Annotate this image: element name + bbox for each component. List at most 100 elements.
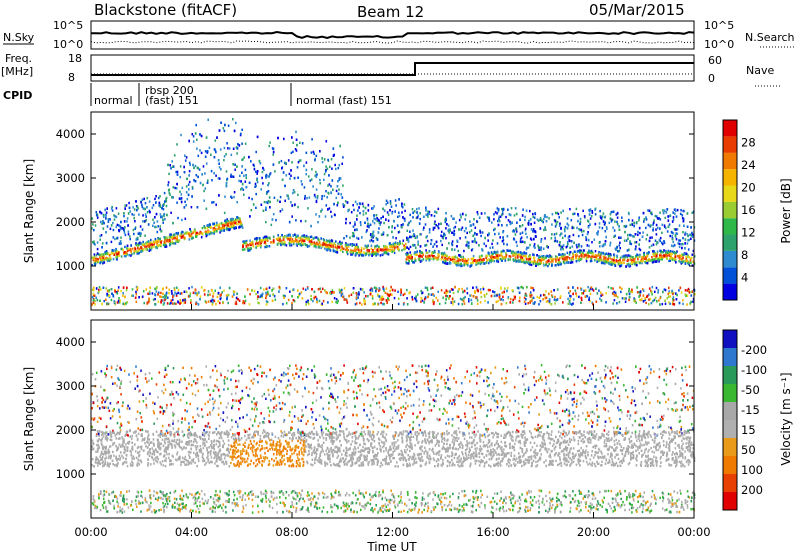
- power-cell: [463, 261, 465, 264]
- power-cell: [636, 261, 638, 264]
- power-cell: [575, 255, 577, 258]
- power-cell: [450, 301, 453, 304]
- power-cell: [210, 232, 212, 235]
- power-cell: [179, 234, 181, 238]
- power-cell: [690, 290, 693, 294]
- power-cell: [124, 226, 126, 229]
- power-cell: [226, 142, 228, 145]
- power-cell: [548, 217, 550, 220]
- power-cell: [93, 228, 95, 232]
- power-cell: [356, 218, 358, 221]
- power-cell: [498, 217, 500, 220]
- power-cell: [284, 199, 286, 202]
- power-cell: [106, 294, 108, 297]
- power-cell: [616, 302, 618, 305]
- power-cell: [268, 286, 271, 289]
- power-cell: [112, 228, 115, 232]
- power-cell: [475, 262, 478, 266]
- power-cell: [310, 178, 313, 181]
- power-cell: [648, 209, 651, 212]
- power-cell: [476, 259, 478, 262]
- power-cell: [454, 225, 457, 229]
- power-cell: [638, 247, 641, 251]
- power-cell: [364, 302, 366, 305]
- power-cell: [580, 228, 583, 232]
- power-cell: [639, 231, 641, 235]
- power-cell: [203, 189, 205, 193]
- power-cell: [172, 233, 175, 237]
- power-cell: [645, 301, 647, 305]
- power-cell: [179, 190, 181, 193]
- power-cell: [344, 248, 347, 251]
- power-cell: [354, 221, 356, 224]
- power-cell: [666, 297, 669, 300]
- power-cell: [152, 218, 154, 221]
- power-cell: [185, 156, 188, 159]
- power-cell: [537, 258, 540, 261]
- power-cell: [425, 251, 428, 255]
- power-cell: [642, 289, 645, 292]
- power-cell: [507, 219, 510, 222]
- power-cell: [409, 256, 411, 259]
- power-cell: [196, 206, 199, 209]
- power-cell: [293, 300, 296, 303]
- power-cell: [543, 217, 545, 221]
- power-cell: [404, 246, 407, 249]
- power-cell: [212, 300, 214, 304]
- power-cell: [567, 286, 570, 289]
- power-cell: [451, 240, 454, 243]
- power-cell: [177, 231, 180, 235]
- power-cell: [415, 299, 418, 303]
- power-cell: [437, 258, 440, 261]
- power-cell: [414, 253, 417, 256]
- power-cell: [671, 302, 674, 306]
- power-cell: [441, 255, 444, 259]
- power-cell: [519, 218, 521, 221]
- power-cell: [440, 234, 442, 237]
- power-cell: [108, 289, 111, 292]
- power-cell: [341, 247, 343, 250]
- power-cell: [319, 182, 321, 185]
- power-cell: [350, 253, 352, 256]
- power-cell: [211, 289, 213, 292]
- power-cell: [114, 302, 116, 306]
- power-cell: [493, 294, 496, 298]
- power-cell: [628, 264, 631, 267]
- power-cell: [216, 230, 218, 233]
- power-cell: [383, 289, 385, 292]
- power-cell: [668, 301, 670, 304]
- power-cell: [565, 257, 568, 261]
- power-cell: [588, 289, 591, 292]
- power-cell: [219, 231, 221, 234]
- power-cell: [127, 233, 130, 236]
- power-cell: [305, 234, 308, 238]
- power-cell: [238, 299, 241, 302]
- power-cell: [591, 288, 594, 291]
- power-cell: [600, 261, 603, 265]
- power-cell: [197, 303, 200, 306]
- power-cell: [383, 246, 386, 249]
- power-cell: [576, 246, 578, 249]
- power-cell: [225, 153, 227, 156]
- power-cell: [621, 216, 623, 219]
- power-cell: [241, 171, 243, 174]
- power-cell: [118, 224, 120, 227]
- power-cell: [245, 176, 248, 180]
- power-cell: [495, 251, 497, 254]
- power-cell: [115, 247, 117, 251]
- power-cell: [414, 259, 417, 262]
- power-cell: [321, 302, 323, 305]
- power-cell: [92, 294, 95, 297]
- power-cell: [504, 287, 506, 290]
- power-cell: [671, 291, 673, 294]
- power-cell: [92, 298, 95, 302]
- power-cell: [284, 240, 286, 244]
- power-cell: [145, 288, 148, 291]
- power-cell: [325, 239, 328, 242]
- power-cell: [126, 247, 128, 250]
- power-cell: [487, 239, 489, 242]
- power-cell: [419, 233, 421, 236]
- power-cell: [629, 240, 631, 243]
- power-cell: [143, 242, 145, 246]
- power-cell: [249, 246, 251, 250]
